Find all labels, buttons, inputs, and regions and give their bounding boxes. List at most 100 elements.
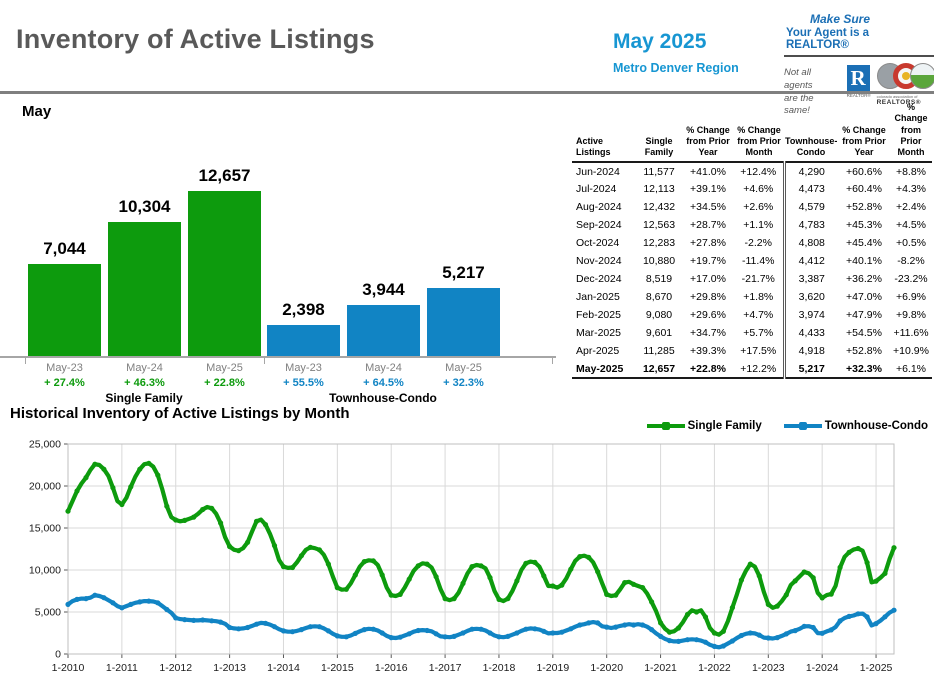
data-point-marker	[298, 553, 304, 559]
colorado-association-realtors-logo-icon: colorado association of REALTORS®	[876, 63, 934, 106]
data-point-marker	[406, 631, 412, 637]
data-point-marker	[810, 624, 816, 631]
data-point-marker	[92, 592, 98, 598]
data-point-marker	[146, 460, 152, 466]
data-point-marker	[514, 578, 520, 584]
realtor-r-logo-icon: R REALTOR®	[846, 65, 871, 98]
data-point-marker	[173, 517, 179, 523]
bar-axis-tick	[25, 358, 26, 364]
data-point-marker	[729, 638, 736, 644]
data-point-marker	[442, 634, 448, 640]
table-cell: +6.9%	[895, 291, 927, 304]
data-point-marker	[280, 564, 287, 570]
table-cell: +39.3%	[690, 345, 726, 358]
data-point-marker	[855, 545, 861, 552]
data-point-marker	[137, 466, 143, 472]
bar-chart: 7,044 10,304 12,657 2,398 3,944 5,217	[0, 128, 556, 364]
data-point-marker	[424, 561, 430, 567]
data-point-marker	[622, 622, 628, 628]
data-point-marker	[406, 576, 412, 582]
data-point-marker	[83, 475, 89, 481]
data-point-marker	[415, 563, 421, 569]
bar-x-label: May-25	[445, 362, 482, 374]
data-point-marker	[604, 591, 610, 597]
data-point-marker	[289, 629, 296, 635]
data-point-marker	[613, 592, 619, 598]
table-cell: 3,974	[782, 306, 838, 325]
table-cell: Nov-2024	[576, 255, 622, 268]
table-cell: +5.7%	[743, 327, 774, 340]
bar-pct-change-label: + 64.5%	[363, 377, 404, 389]
table-cell: +29.6%	[690, 309, 726, 322]
table-cell: Aug-2024	[576, 201, 622, 214]
table-cell: 8,519	[645, 273, 673, 286]
data-point-marker	[442, 596, 448, 602]
data-point-marker	[658, 633, 664, 639]
data-point-marker	[236, 548, 242, 554]
table-cell: +47.9%	[846, 309, 882, 322]
data-point-marker	[379, 630, 385, 636]
table-row: Jan-2025 8,670 +29.8% +1.8% 3,620 +47.0% +6.9%	[572, 288, 932, 307]
data-point-marker	[541, 573, 547, 579]
data-point-marker	[720, 628, 727, 634]
data-point-marker	[864, 560, 870, 566]
table-cell: May-2025	[576, 362, 624, 375]
line-series-single-family	[65, 461, 897, 637]
table-cell: +32.3%	[846, 362, 882, 375]
data-point-marker	[505, 633, 511, 639]
table-cell: +60.6%	[846, 165, 882, 178]
data-point-marker	[586, 554, 592, 560]
table-row: Sep-2024 12,563 +28.7% +1.1% 4,783 +45.3% +4.5…	[572, 216, 932, 235]
bar-group-label: Townhouse-Condo	[329, 391, 437, 405]
table-cell: +45.4%	[846, 237, 882, 250]
table-cell: 11,285	[643, 345, 675, 358]
table-cell: 4,918	[782, 342, 838, 361]
data-point-marker	[433, 631, 439, 637]
data-point-marker	[200, 506, 206, 513]
legend-swatch-green	[646, 422, 685, 430]
data-point-marker	[577, 554, 583, 560]
table-cell: +8.8%	[895, 165, 927, 178]
data-point-marker	[873, 578, 879, 584]
data-point-marker	[765, 601, 771, 607]
data-point-marker	[702, 614, 709, 620]
table-cell: +17.0%	[690, 273, 726, 286]
table-cell: 12,283	[642, 237, 676, 250]
data-point-marker	[253, 621, 260, 627]
data-point-marker	[783, 592, 789, 598]
data-point-marker	[711, 643, 718, 649]
data-point-marker	[92, 461, 98, 467]
table-cell: Mar-2025	[576, 327, 621, 340]
bar-chart-axis-labels: May-23 + 27.4% May-24 + 46.3% May-25 + 22.8% M…	[0, 360, 556, 406]
data-point-marker	[262, 522, 269, 528]
bar-x-label: May-25	[206, 362, 243, 374]
table-cell: +27.8%	[690, 237, 726, 250]
table-cell: 4,412	[782, 252, 838, 271]
data-point-marker	[738, 632, 745, 639]
data-point-marker	[774, 635, 780, 641]
data-point-marker	[666, 629, 673, 635]
brand-make-sure-text: Make Sure	[810, 12, 871, 26]
bar-x-label: May-23	[285, 362, 322, 374]
data-point-marker	[693, 637, 700, 643]
table-header-cell: % Change from Prior Year	[838, 102, 890, 164]
data-point-marker	[765, 635, 771, 641]
data-point-marker	[245, 539, 251, 545]
x-axis-label: 1-2021	[644, 662, 677, 674]
x-axis-label: 1-2015	[321, 662, 354, 674]
bar-chart-title: May	[22, 103, 52, 120]
table-cell: +39.1%	[690, 183, 726, 196]
table-cell: 10,880	[642, 255, 676, 268]
data-point-marker	[568, 566, 574, 572]
data-point-marker	[649, 627, 655, 633]
realtor-brand-block: Make Sure Your Agent is a REALTOR® Not a…	[784, 12, 934, 118]
x-axis-label: 1-2010	[52, 662, 85, 674]
data-point-marker	[801, 623, 807, 629]
data-point-marker	[316, 547, 322, 553]
x-axis-label: 1-2020	[590, 662, 623, 674]
table-cell: 3,620	[782, 288, 838, 307]
report-period-block: May 2025 Metro Denver Region	[613, 30, 739, 75]
data-point-marker	[119, 501, 125, 508]
bar-single-family-may-23	[28, 264, 101, 356]
data-point-marker	[424, 627, 430, 634]
